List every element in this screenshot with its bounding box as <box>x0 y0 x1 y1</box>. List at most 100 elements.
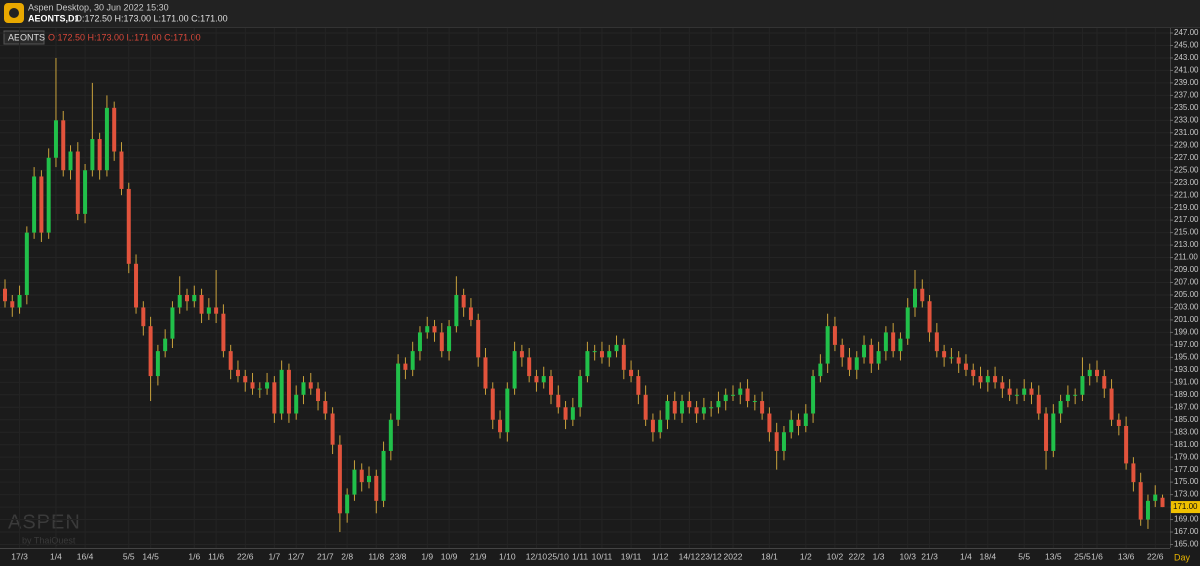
candle-body <box>883 332 888 352</box>
candle-body <box>155 351 160 377</box>
candle-body <box>388 419 393 451</box>
candle-body <box>1073 394 1078 396</box>
candle-body <box>599 351 604 358</box>
candle-body <box>381 450 386 501</box>
y-tick-label: 197.00 <box>1174 340 1199 349</box>
x-tick-label: 12/7 <box>288 551 305 561</box>
candle-body <box>17 294 22 308</box>
candle-body <box>832 326 837 345</box>
candle-body <box>905 307 910 339</box>
x-tick-label: 19/11 <box>621 551 642 561</box>
y-tick-label: 215.00 <box>1174 228 1199 237</box>
candle-body <box>454 294 459 327</box>
y-tick-label: 247.00 <box>1174 28 1199 37</box>
x-tick-label: 12/10 <box>526 551 548 561</box>
candle-body <box>549 376 553 395</box>
y-tick-label: 195.00 <box>1174 352 1199 361</box>
candle-body <box>250 382 255 389</box>
candle-body <box>1058 401 1063 414</box>
candle-body <box>934 332 939 352</box>
x-tick-label: 13/5 <box>1045 551 1062 561</box>
candle-body <box>519 351 524 358</box>
candle-body <box>46 157 51 233</box>
candle-body <box>345 494 350 514</box>
candle-body <box>803 413 808 426</box>
x-tick-label: 13/6 <box>1118 551 1135 561</box>
y-tick-label: 193.00 <box>1174 365 1199 374</box>
candle-body <box>636 376 641 395</box>
candle-body <box>53 120 58 158</box>
candle-body <box>490 388 495 420</box>
x-tick-label: 14/12 <box>679 551 701 561</box>
candle-body <box>949 357 954 359</box>
candle-body <box>68 151 73 171</box>
y-tick-label: 209.00 <box>1174 265 1199 274</box>
candle-body <box>417 332 422 352</box>
candle-body <box>621 344 626 370</box>
candle-body <box>993 376 998 383</box>
candle-body <box>534 376 539 383</box>
candle-body <box>927 301 932 333</box>
candle-body <box>1014 394 1019 396</box>
watermark-sub: by ThaiQuest <box>22 535 76 545</box>
candle-body <box>942 351 947 358</box>
legend-box <box>3 30 45 45</box>
candle-body <box>352 469 357 495</box>
candle-body <box>185 294 189 302</box>
y-tick-label: 233.00 <box>1174 115 1199 124</box>
x-tick-label: 21/7 <box>317 551 334 561</box>
candle-body <box>235 369 240 377</box>
candle-body <box>672 401 677 414</box>
timeframe-label[interactable]: Day <box>1174 552 1191 562</box>
candle-body <box>862 344 867 358</box>
x-tick-label: 18/4 <box>980 551 997 561</box>
candle-body <box>527 357 532 377</box>
x-tick-label: 10/9 <box>441 551 458 561</box>
legend-ohlc: O:172.50 H:173.00 L:171.00 C:171.00 <box>48 32 201 42</box>
y-tick-label: 211.00 <box>1174 253 1198 262</box>
candle-body <box>126 188 131 264</box>
candle-body <box>956 357 961 364</box>
candle-body <box>556 394 561 408</box>
candle-body <box>745 388 750 402</box>
x-tick-label: 1/4 <box>50 551 62 561</box>
x-tick-label: 18/1 <box>761 551 778 561</box>
x-tick-label: 22/6 <box>237 551 254 561</box>
y-tick-label: 187.00 <box>1174 402 1199 411</box>
candle-body <box>90 139 95 171</box>
candle-body <box>112 107 117 152</box>
x-tick-label: 1/9 <box>421 551 433 561</box>
x-tick-label: 1/12 <box>652 551 669 561</box>
candle-body <box>97 139 102 171</box>
header-symbol: AEONTS,D1 <box>28 13 80 23</box>
watermark: ASPEN <box>8 511 81 533</box>
candle-body <box>709 407 714 409</box>
candle-body <box>680 401 685 414</box>
candle-body <box>410 351 415 370</box>
candle-body <box>367 475 371 483</box>
x-tick-label: 1/10 <box>499 551 516 561</box>
candle-body <box>978 376 983 383</box>
candle-body <box>1036 394 1041 414</box>
grid <box>0 28 1170 548</box>
candle-body <box>840 344 845 358</box>
candle-body <box>585 351 590 377</box>
candle-body <box>592 351 597 353</box>
candle-body <box>221 313 226 352</box>
legend-symbol: AEONTS <box>8 32 45 42</box>
y-tick-label: 205.00 <box>1174 290 1199 299</box>
candle-body <box>170 307 175 339</box>
candle-body <box>476 319 481 358</box>
x-tick-label: 2/8 <box>341 551 353 561</box>
candle-body <box>119 151 124 189</box>
x-tick-label: 21/3 <box>921 551 938 561</box>
candle-body <box>1029 388 1034 395</box>
candle-body <box>286 369 291 414</box>
candle-body <box>898 338 903 352</box>
candle-body <box>199 294 204 314</box>
candle-body <box>265 382 270 389</box>
y-tick-label: 231.00 <box>1174 128 1199 137</box>
candle-body <box>75 151 80 214</box>
y-tick-label: 179.00 <box>1174 452 1199 461</box>
candle-body <box>694 407 699 414</box>
